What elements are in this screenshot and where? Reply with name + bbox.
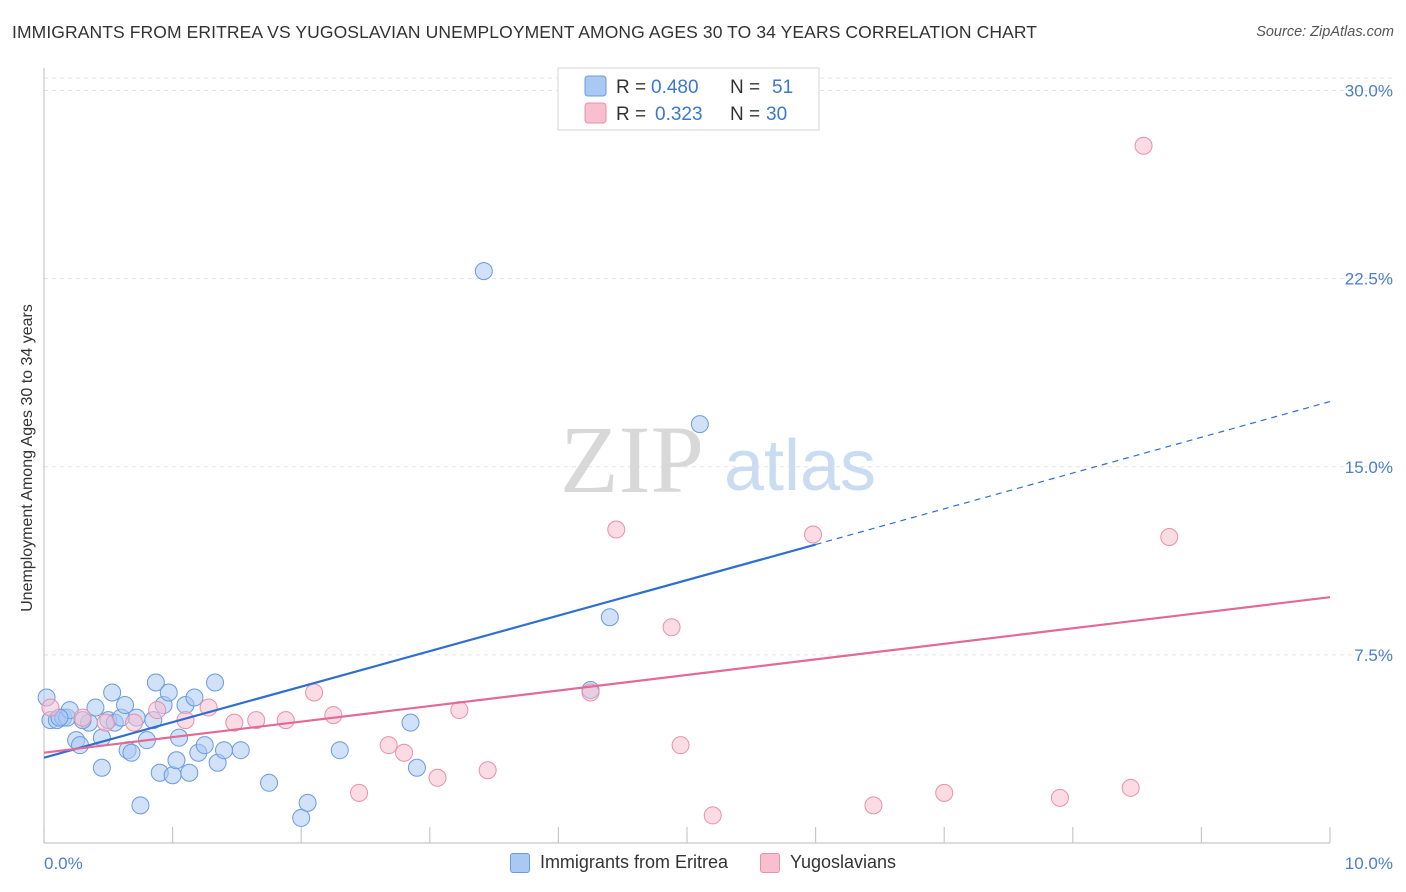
watermark: ZIP atlas: [560, 406, 876, 513]
legend-n-label-1: N =: [730, 77, 760, 98]
yugoslavian-point: [1121, 778, 1140, 797]
yugoslavian-point: [607, 520, 626, 539]
eritrea-point: [195, 736, 214, 755]
yugoslavian-point: [662, 618, 681, 637]
yugoslavian-point: [428, 768, 447, 787]
legend-item-eritrea: Immigrants from Eritrea: [509, 852, 728, 873]
yugoslavian-point: [148, 701, 167, 720]
stats-legend: R = 0.480 N = 51 R = 0.323 N = 30: [557, 67, 820, 131]
eritrea-point: [600, 608, 619, 627]
eritrea-trend-extension: [815, 400, 1331, 546]
eritrea-point: [131, 796, 150, 815]
eritrea-point: [163, 766, 182, 785]
legend-label-yugoslavians: Yugoslavians: [789, 852, 897, 872]
yugoslavian-point: [379, 736, 398, 755]
eritrea-trend-line: [43, 543, 816, 759]
legend-r-value-2: 0.323: [655, 104, 703, 125]
y-tick-label: 15.0%: [1345, 458, 1393, 477]
legend-r-value-1: 0.480: [651, 77, 699, 98]
x-tick-label: 0.0%: [44, 854, 83, 873]
x-tick-label: 10.0%: [1345, 854, 1393, 873]
yugoslavian-point: [324, 706, 343, 725]
yugoslavian-point: [305, 683, 324, 702]
legend-swatch-pink: [584, 102, 607, 124]
series-legend: Immigrants from Eritrea Yugoslavians: [0, 852, 1406, 873]
eritrea-point: [103, 683, 122, 702]
watermark-atlas: atlas: [724, 426, 876, 506]
yugoslavian-point: [804, 525, 823, 544]
trend-lines: [43, 400, 1331, 759]
yugoslavian-point: [671, 736, 690, 755]
legend-item-yugoslavians: Yugoslavians: [759, 852, 897, 873]
eritrea-point: [215, 741, 234, 760]
y-tick-label: 30.0%: [1345, 82, 1393, 101]
yugoslavian-point: [1134, 136, 1153, 155]
yugoslavian-point: [350, 783, 369, 802]
eritrea-point: [167, 751, 186, 770]
yugoslavian-point: [96, 713, 115, 732]
data-points: [37, 136, 1179, 827]
y-tick-label: 7.5%: [1354, 646, 1393, 665]
eritrea-point: [92, 758, 111, 777]
legend-swatch-yugoslavians: [759, 852, 780, 873]
yugoslavian-point: [581, 683, 600, 702]
eritrea-point: [206, 673, 225, 692]
source-credit: Source: ZipAtlas.com: [1256, 24, 1394, 40]
eritrea-point: [116, 696, 135, 715]
eritrea-point: [180, 763, 199, 782]
legend-n-value-1: 51: [772, 77, 793, 98]
eritrea-point: [407, 758, 426, 777]
eritrea-point: [159, 683, 178, 702]
legend-r-label-1: R =: [616, 77, 646, 98]
eritrea-point: [86, 698, 105, 717]
legend-n-label-2: N =: [730, 104, 760, 125]
eritrea-point: [298, 793, 317, 812]
yugoslavian-point: [1160, 528, 1179, 546]
eritrea-point: [122, 743, 141, 762]
yugoslavian-point: [41, 698, 60, 717]
eritrea-point: [292, 808, 311, 827]
tick-labels: 7.5% 15.0% 22.5% 30.0% 0.0% 10.0%: [44, 82, 1393, 873]
yugoslavian-trend-line: [43, 596, 1331, 754]
yugoslavian-point: [395, 743, 414, 762]
chart-title: IMMIGRANTS FROM ERITREA VS YUGOSLAVIAN U…: [12, 22, 1038, 42]
eritrea-point: [231, 741, 250, 760]
legend-swatch-blue: [584, 75, 607, 97]
eritrea-point: [146, 673, 165, 692]
eritrea-point: [330, 741, 349, 760]
legend-label-eritrea: Immigrants from Eritrea: [539, 852, 728, 872]
eritrea-point: [260, 773, 279, 792]
eritrea-point: [185, 688, 204, 707]
yugoslavian-point: [125, 713, 144, 732]
yugoslavian-point: [864, 796, 883, 815]
eritrea-point: [474, 262, 493, 281]
yugoslavian-point: [703, 806, 722, 825]
gridlines: [44, 77, 1392, 656]
yugoslavian-point: [478, 761, 497, 780]
eritrea-point: [401, 713, 420, 732]
yugoslavian-point: [73, 708, 92, 727]
legend-n-value-2: 30: [766, 104, 787, 125]
eritrea-point: [690, 415, 709, 434]
yugoslavian-point: [225, 713, 244, 732]
legend-r-label-2: R =: [616, 104, 646, 125]
watermark-zip: ZIP: [560, 406, 704, 513]
yugoslavian-point: [276, 711, 295, 730]
y-tick-label: 22.5%: [1345, 270, 1393, 289]
legend-swatch-eritrea: [509, 852, 530, 873]
yugoslavian-point: [935, 783, 954, 802]
yugoslavian-point: [1050, 788, 1069, 807]
yugoslavian-point: [247, 711, 266, 730]
